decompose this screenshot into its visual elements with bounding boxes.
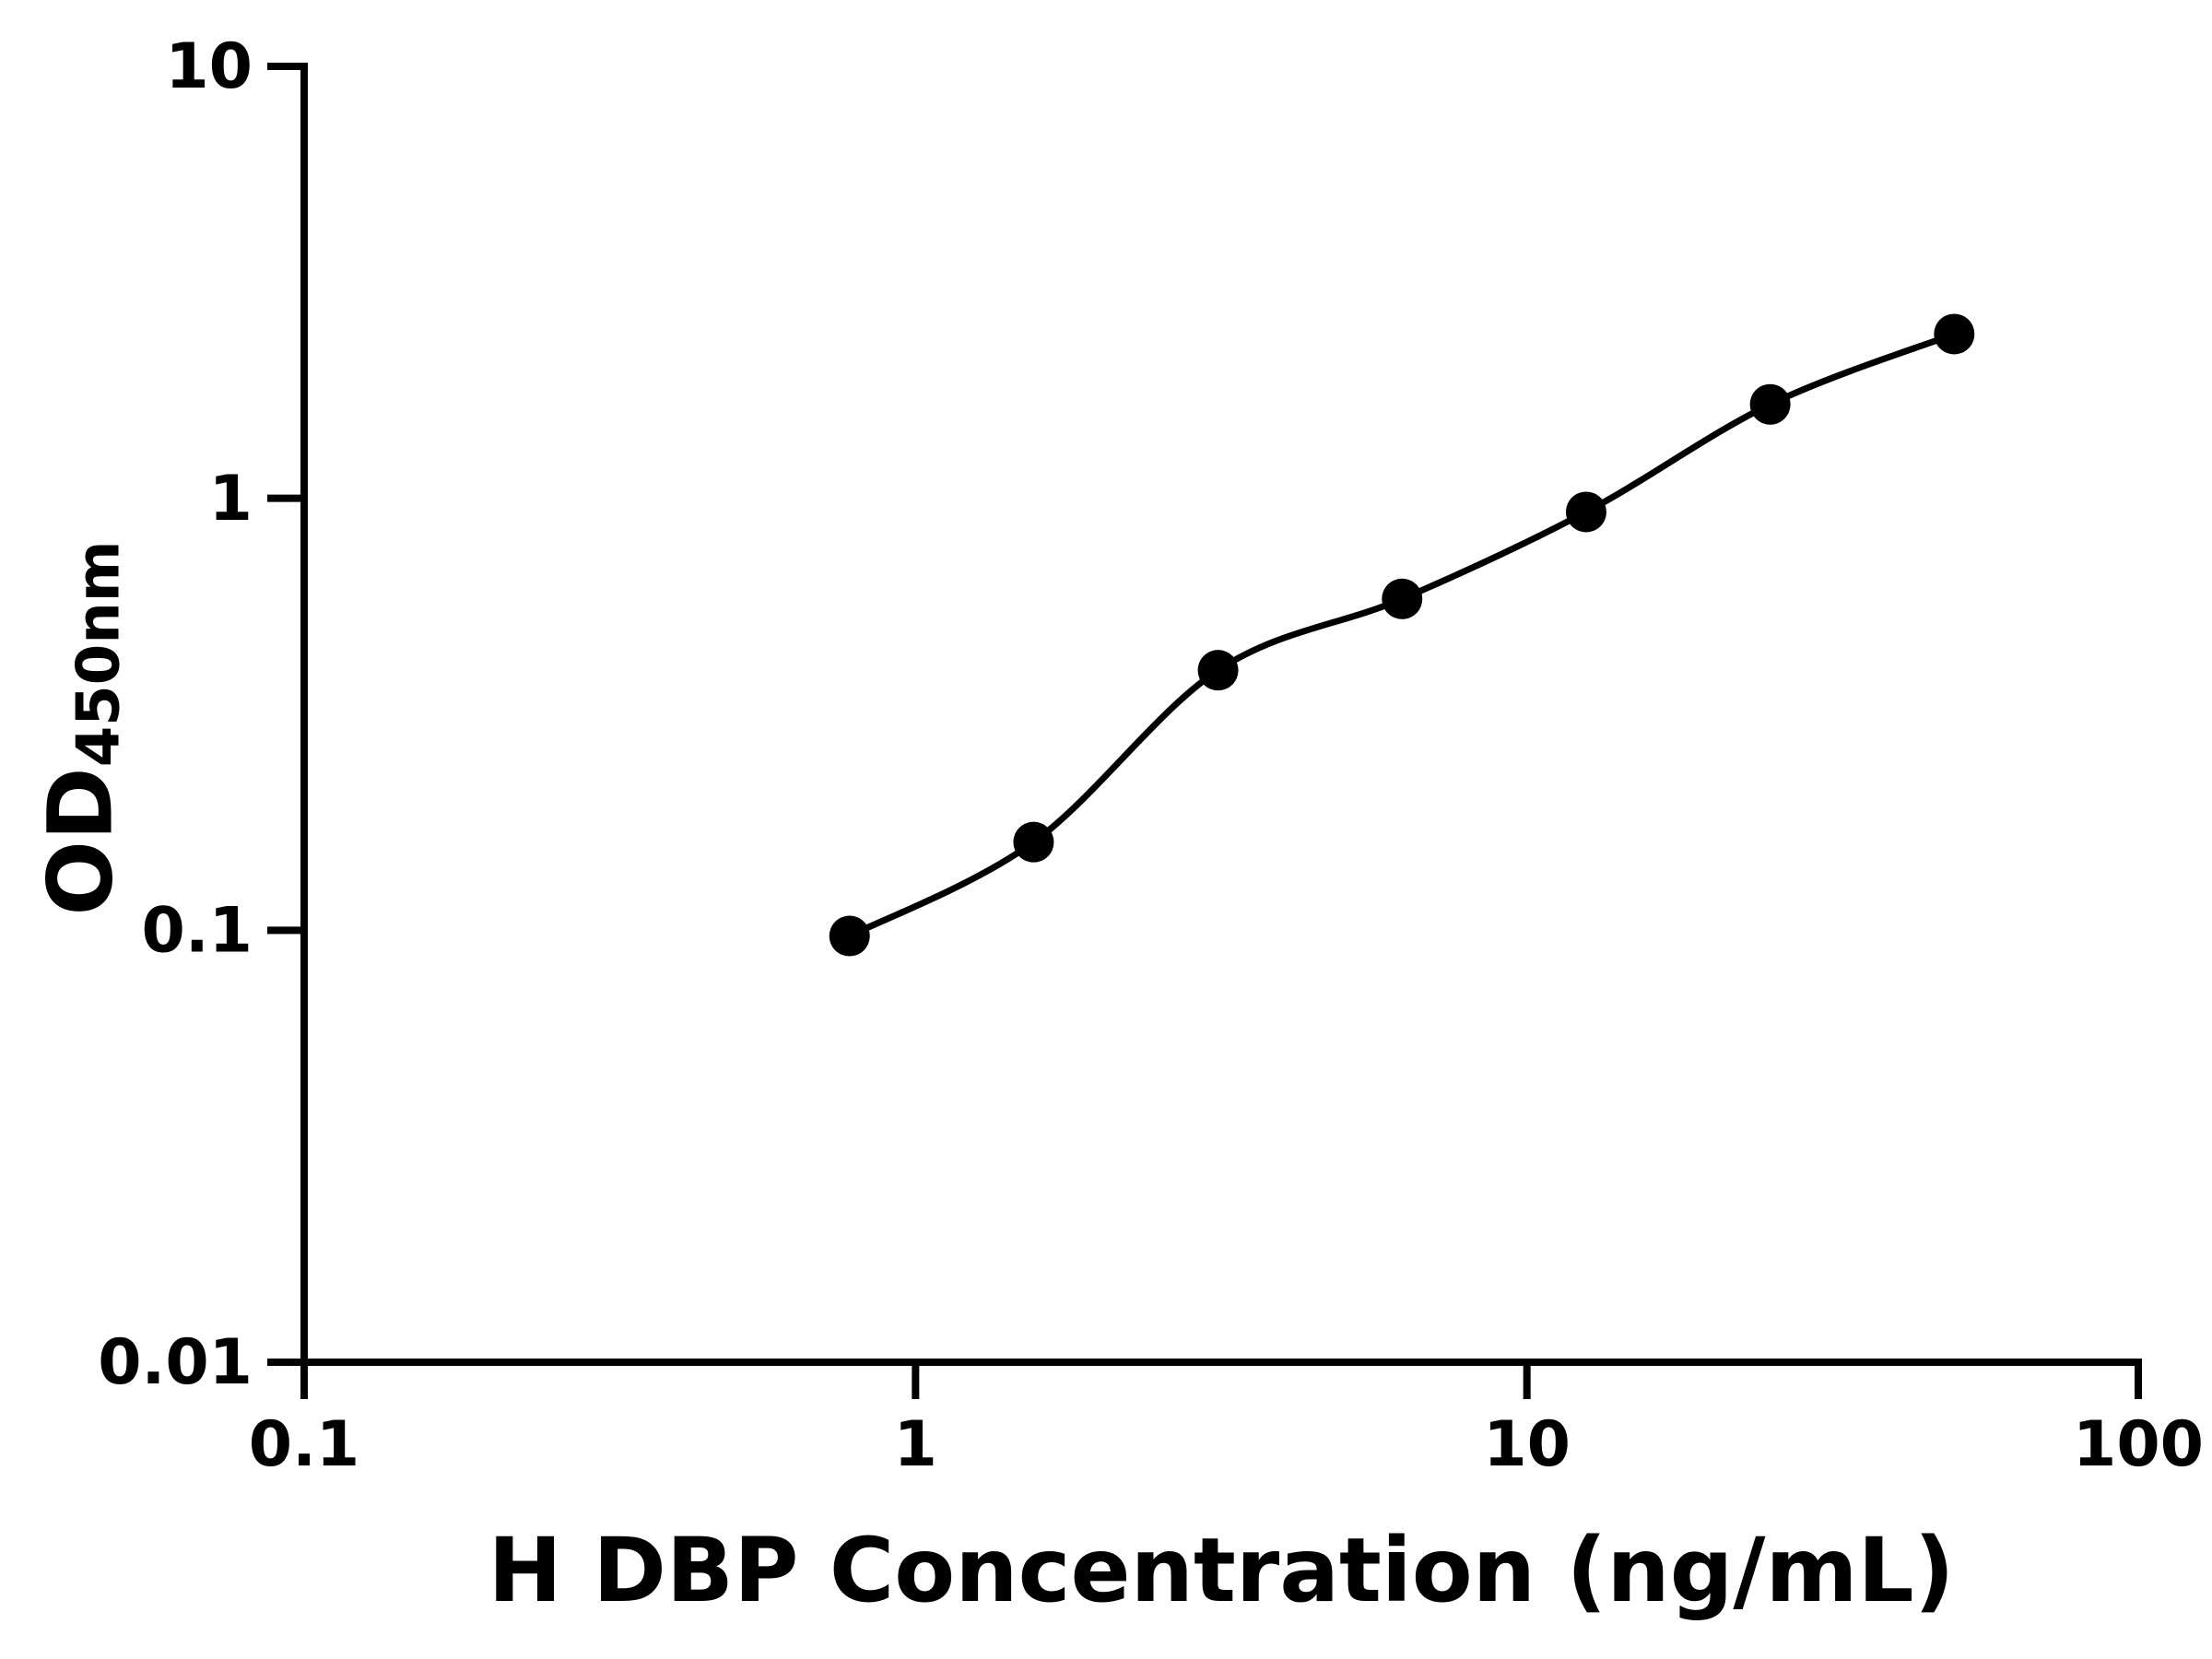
y-axis-title-subscript: 450nm xyxy=(65,540,134,768)
x-tick-label: 1 xyxy=(894,1408,937,1481)
y-tick-label: 0.1 xyxy=(142,894,253,967)
y-tick-label: 1 xyxy=(209,463,253,535)
x-tick-label: 100 xyxy=(2073,1408,2204,1481)
data-point xyxy=(1382,578,1423,619)
axis-spines xyxy=(300,63,2142,1366)
data-point xyxy=(1749,383,1791,425)
data-point xyxy=(1013,821,1054,863)
data-point xyxy=(829,915,870,957)
y-axis-title: OD450nm xyxy=(29,540,134,915)
data-point xyxy=(1934,313,1975,355)
x-axis-title: H DBP Concentration (ng/mL) xyxy=(488,1519,1955,1622)
data-point xyxy=(1565,491,1606,533)
y-tick-label: 0.01 xyxy=(98,1326,253,1399)
data-point xyxy=(1197,650,1239,691)
x-tick-label: 0.1 xyxy=(249,1408,359,1481)
x-tick-label: 10 xyxy=(1483,1408,1571,1481)
y-axis-title-main: OD xyxy=(29,767,133,916)
y-tick-label: 10 xyxy=(165,30,253,103)
